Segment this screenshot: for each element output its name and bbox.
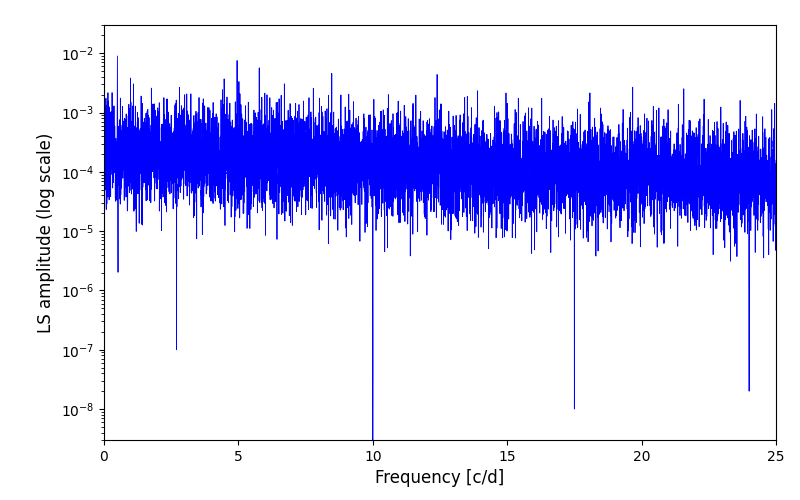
X-axis label: Frequency [c/d]: Frequency [c/d] [375, 470, 505, 488]
Y-axis label: LS amplitude (log scale): LS amplitude (log scale) [38, 132, 55, 332]
